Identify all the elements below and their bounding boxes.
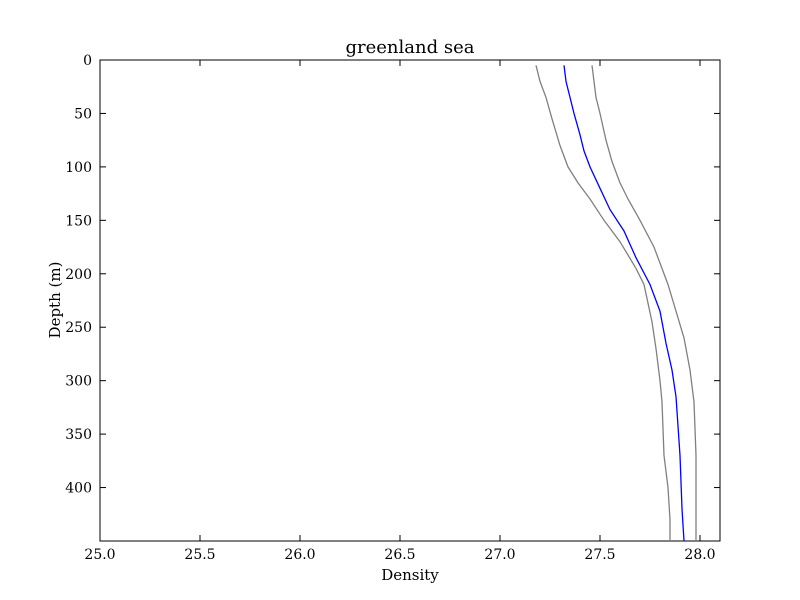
y-tick-label: 300	[65, 374, 92, 390]
y-tick-label: 100	[65, 160, 92, 176]
x-tick-label: 26.0	[284, 547, 315, 563]
series-line-2	[563, 65, 685, 542]
y-tick-label: 400	[65, 481, 92, 497]
x-axis-ticks: 25.0 25.5 26.0 26.5 27.0 27.5 28.0	[84, 60, 716, 563]
chart-title: greenland sea	[346, 37, 475, 58]
x-axis-label: Density	[381, 566, 439, 584]
y-tick-label: 50	[74, 106, 92, 122]
y-tick-label: 150	[65, 213, 92, 229]
y-axis-label: Depth (m)	[46, 262, 64, 339]
y-tick-label: 350	[65, 427, 92, 443]
series-line-3	[591, 65, 697, 541]
x-tick-label: 27.0	[484, 547, 515, 563]
series-layer	[535, 65, 697, 542]
x-tick-label: 25.0	[84, 547, 115, 563]
y-tick-label: 200	[65, 267, 92, 283]
x-tick-label: 25.5	[184, 547, 215, 563]
y-tick-label: 0	[83, 53, 92, 69]
series-line-1	[535, 65, 671, 541]
plot-frame	[99, 59, 721, 542]
x-tick-label: 26.5	[384, 547, 415, 563]
y-axis-ticks: 0 50 100 150 200 250 300 350 400	[65, 53, 720, 497]
plot-area	[99, 59, 721, 542]
x-tick-label: 28.0	[684, 547, 715, 563]
y-tick-label: 250	[65, 320, 92, 336]
x-tick-label: 27.5	[584, 547, 615, 563]
